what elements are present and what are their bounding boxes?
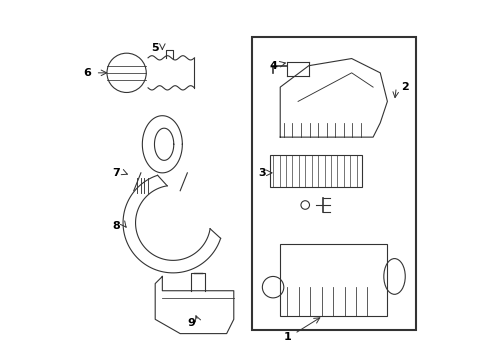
Text: 7: 7 [112,168,120,178]
Text: 6: 6 [83,68,91,78]
Text: 1: 1 [283,332,291,342]
Text: 3: 3 [258,168,265,178]
Text: 4: 4 [268,61,276,71]
Bar [280,244,386,316]
Text: 9: 9 [186,318,194,328]
Text: 2: 2 [401,82,408,92]
Bar [269,155,362,187]
Text: 8: 8 [112,221,120,231]
Text: 5: 5 [151,43,159,53]
Bar [251,37,415,330]
